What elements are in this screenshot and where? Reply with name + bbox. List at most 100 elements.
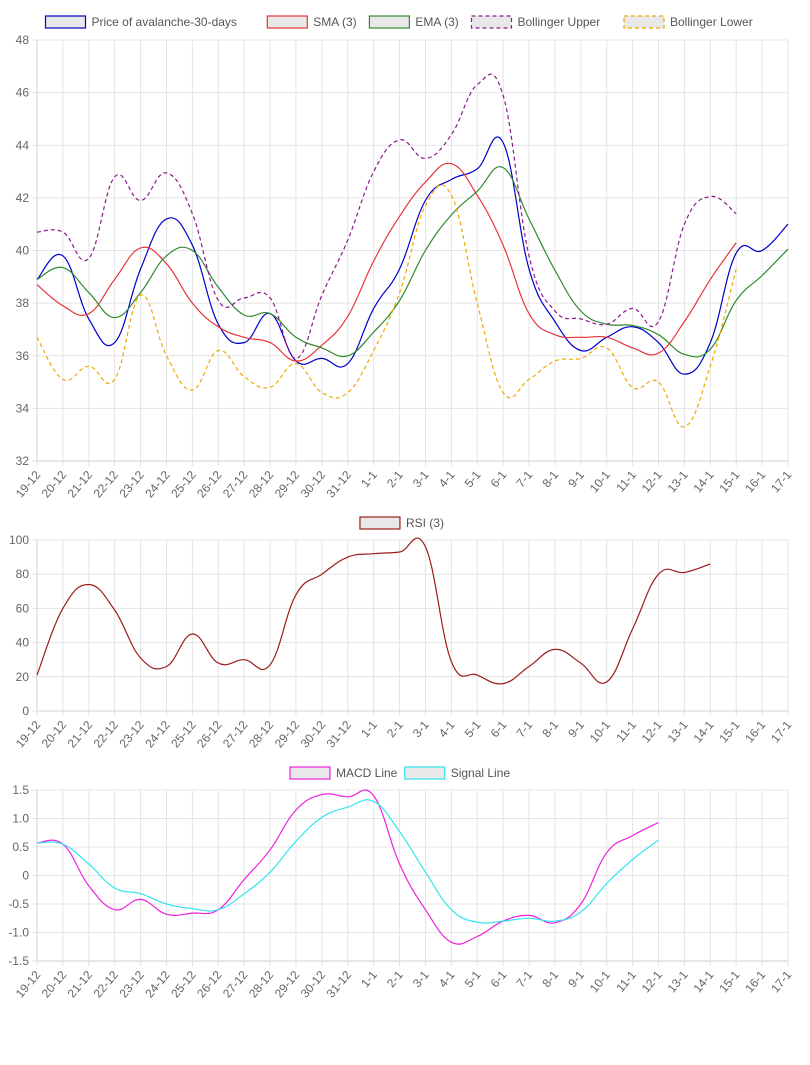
y-tick-label: -1.0 (8, 926, 29, 940)
legend-item-macd-line[interactable]: MACD Line (289, 766, 398, 780)
legend-swatch (44, 15, 87, 29)
legend-item-ema-3[interactable]: EMA (3) (368, 15, 459, 29)
x-tick-label: 19-12 (13, 968, 44, 1001)
x-tick-label: 29-12 (272, 968, 303, 1001)
macd-chart-panel: 19-12 20-12 21-12 22-12 23-12 24-12 25-12 26-12… (0, 765, 810, 1060)
legend-swatch (470, 15, 513, 29)
x-tick-label: 5-1 (462, 968, 484, 991)
legend-item-price-of-avalanche-30-days[interactable]: Price of avalanche-30-days (44, 15, 237, 29)
x-tick-label: 28-12 (246, 468, 277, 501)
series-line-bollinger-upper (36, 73, 737, 360)
y-tick-label: 0 (22, 869, 29, 883)
x-tick-label: 20-12 (39, 968, 70, 1001)
x-tick-label: 11-1 (613, 968, 639, 995)
x-tick-label: 15-1 (716, 468, 742, 496)
x-tick-label: 5-1 (462, 468, 484, 491)
legend-label: MACD Line (336, 766, 398, 780)
legend-swatch (266, 15, 308, 29)
x-tick-label: 24-12 (142, 718, 173, 751)
x-tick-label: 17-1 (768, 468, 794, 496)
y-tick-label: 48 (16, 33, 30, 47)
x-tick-label: 17-1 (768, 718, 794, 746)
x-tick-label: 7-1 (513, 968, 535, 991)
x-tick-label: 6-1 (488, 468, 510, 491)
legend-swatch (404, 766, 446, 780)
x-tick-label: 27-12 (220, 968, 251, 1001)
legend-swatch (289, 766, 331, 780)
y-tick-label: 38 (16, 296, 30, 310)
price-chart: 19-1220-1221-1222-1223-1224-1225-1226-12… (13, 15, 795, 501)
x-tick-label: 19-12 (13, 468, 44, 501)
x-tick-label: 8-1 (539, 968, 561, 991)
x-tick-label: 14-1 (690, 718, 716, 746)
legend-label: Price of avalanche-30-days (92, 15, 237, 29)
x-tick-label: 25-12 (168, 968, 199, 1001)
legend-label: SMA (3) (313, 15, 356, 29)
series-line-bollinger-lower (36, 184, 737, 428)
y-tick-label: 0 (22, 704, 29, 718)
x-tick-label: 20-12 (39, 468, 70, 501)
x-tick-label: 12-1 (639, 468, 665, 496)
rsi-chart-panel: 19-12 20-12 21-12 22-12 23-12 24-12 25-12 26-12… (0, 510, 810, 765)
y-tick-label: 44 (16, 138, 30, 152)
legend-item-bollinger-upper[interactable]: Bollinger Upper (470, 15, 601, 29)
x-tick-label: 16-1 (742, 968, 768, 996)
x-tick-label: 22-12 (91, 718, 122, 751)
x-tick-label: 10-1 (587, 968, 613, 996)
legend-item-sma-3[interactable]: SMA (3) (266, 15, 357, 29)
rsi-chart: 19-1220-1221-1222-1223-1224-1225-1226-12… (9, 516, 795, 751)
y-tick-label: 36 (16, 349, 30, 363)
x-tick-label: 3-1 (410, 718, 432, 741)
x-tick-label: 19-12 (13, 718, 44, 751)
y-tick-label: 1.5 (12, 783, 29, 797)
x-tick-label: 12-1 (639, 968, 665, 996)
series-line-ema-3 (36, 166, 789, 358)
x-tick-label: 2-1 (384, 968, 406, 991)
x-tick-label: 24-12 (142, 468, 173, 501)
x-tick-label: 29-12 (272, 718, 303, 751)
y-tick-label: -0.5 (8, 897, 29, 911)
legend-item-rsi-3[interactable]: RSI (3) (359, 516, 444, 530)
y-tick-label: 0.5 (12, 840, 29, 854)
x-tick-label: 12-1 (639, 718, 665, 746)
legend-label: Signal Line (451, 766, 511, 780)
x-tick-label: 16-1 (742, 718, 768, 746)
y-tick-label: 20 (16, 670, 30, 684)
y-tick-label: 100 (9, 533, 29, 547)
y-tick-label: 32 (16, 454, 30, 468)
x-tick-label: 13-1 (665, 968, 691, 996)
x-tick-label: 31-12 (324, 718, 355, 751)
x-tick-label: 16-1 (742, 468, 768, 496)
x-tick-label: 31-12 (324, 468, 355, 501)
x-tick-label: 30-12 (298, 718, 329, 751)
x-tick-label: 6-1 (488, 718, 510, 741)
x-tick-label: 5-1 (462, 718, 484, 741)
legend-item-bollinger-lower[interactable]: Bollinger Lower (623, 15, 753, 29)
x-tick-label: 26-12 (194, 718, 225, 751)
y-tick-label: -1.5 (8, 954, 29, 968)
x-tick-label: 21-12 (65, 968, 96, 1001)
x-tick-label: 10-1 (587, 718, 613, 746)
x-tick-label: 25-12 (168, 718, 199, 751)
x-tick-label: 4-1 (436, 968, 458, 991)
x-tick-label: 15-1 (716, 718, 742, 746)
y-tick-label: 60 (16, 601, 30, 615)
x-tick-label: 9-1 (565, 718, 587, 741)
x-tick-label: 27-12 (220, 468, 251, 501)
x-tick-label: 13-1 (665, 468, 691, 496)
x-tick-label: 8-1 (539, 718, 561, 741)
x-tick-label: 23-12 (116, 468, 147, 501)
legend-label: Bollinger Lower (670, 15, 753, 29)
x-tick-label: 26-12 (194, 468, 225, 501)
x-tick-label: 11-1 (613, 718, 639, 745)
x-tick-label: 1-1 (358, 968, 380, 991)
x-tick-label: 23-12 (116, 718, 147, 751)
x-tick-label: 17-1 (768, 968, 794, 996)
legend-label: Bollinger Upper (518, 15, 601, 29)
legend-item-signal-line[interactable]: Signal Line (404, 766, 511, 780)
y-tick-label: 42 (16, 191, 30, 205)
x-tick-label: 7-1 (513, 468, 535, 491)
x-tick-label: 22-12 (91, 468, 122, 501)
x-tick-label: 1-1 (358, 718, 380, 741)
x-tick-label: 22-12 (91, 968, 122, 1001)
